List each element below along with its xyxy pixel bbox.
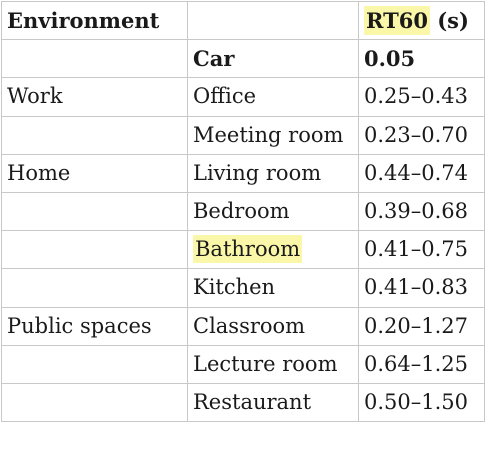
- header-environment: Environment: [1, 0, 188, 41]
- rt60-cell: 0.41–0.75: [358, 230, 485, 270]
- table-row: Kitchen 0.41–0.83: [1, 268, 485, 308]
- table-row: Lecture room 0.64–1.25: [1, 344, 485, 384]
- rt60-cell: 0.44–0.74: [358, 153, 485, 193]
- bathroom-highlight[interactable]: Bathroom: [193, 235, 303, 264]
- rt60-cell: 0.20–1.27: [358, 306, 485, 346]
- table-row: Public spaces Classroom 0.20–1.27: [1, 306, 485, 346]
- environment-cell: Public spaces: [1, 306, 188, 346]
- environment-cell: [1, 191, 188, 232]
- table-row: Bathroom 0.41–0.75: [1, 230, 485, 270]
- room-cell: Restaurant: [187, 382, 359, 423]
- room-cell: Lecture room: [187, 344, 359, 384]
- header-room: [187, 0, 359, 41]
- environment-cell: [1, 115, 188, 155]
- rt60-unit: (s): [429, 8, 469, 34]
- room-cell: Meeting room: [187, 115, 359, 155]
- environment-cell: [1, 382, 188, 423]
- rt60-cell: 0.50–1.50: [358, 382, 485, 423]
- rt60-cell: 0.05: [358, 39, 485, 79]
- table-row: Car 0.05: [1, 39, 485, 79]
- table-row: Restaurant 0.50–1.50: [1, 382, 485, 423]
- environment-cell: Work: [1, 77, 188, 117]
- room-cell: Office: [187, 77, 359, 117]
- room-cell: Bathroom: [187, 230, 359, 270]
- table-row: Work Office 0.25–0.43: [1, 77, 485, 117]
- environment-cell: [1, 268, 188, 308]
- table-row: Bedroom 0.39–0.68: [1, 191, 485, 232]
- rt60-term-highlight[interactable]: RT60: [364, 6, 430, 36]
- room-cell: Classroom: [187, 306, 359, 346]
- room-cell: Bedroom: [187, 191, 359, 232]
- table-header-row: Environment RT60 (s): [1, 0, 485, 41]
- environment-cell: [1, 344, 188, 384]
- room-cell: Car: [187, 39, 359, 79]
- rt60-cell: 0.39–0.68: [358, 191, 485, 232]
- rt60-cell: 0.23–0.70: [358, 115, 485, 155]
- header-rt60: RT60 (s): [358, 0, 485, 41]
- environment-cell: [1, 39, 188, 79]
- environment-cell: Home: [1, 153, 188, 193]
- table-row: Meeting room 0.23–0.70: [1, 115, 485, 155]
- room-cell: Kitchen: [187, 268, 359, 308]
- rt60-table: Environment RT60 (s) Car 0.05 Work Offic…: [1, 0, 485, 423]
- environment-cell: [1, 230, 188, 270]
- rt60-cell: 0.25–0.43: [358, 77, 485, 117]
- table-row: Home Living room 0.44–0.74: [1, 153, 485, 193]
- rt60-cell: 0.64–1.25: [358, 344, 485, 384]
- room-cell: Living room: [187, 153, 359, 193]
- rt60-cell: 0.41–0.83: [358, 268, 485, 308]
